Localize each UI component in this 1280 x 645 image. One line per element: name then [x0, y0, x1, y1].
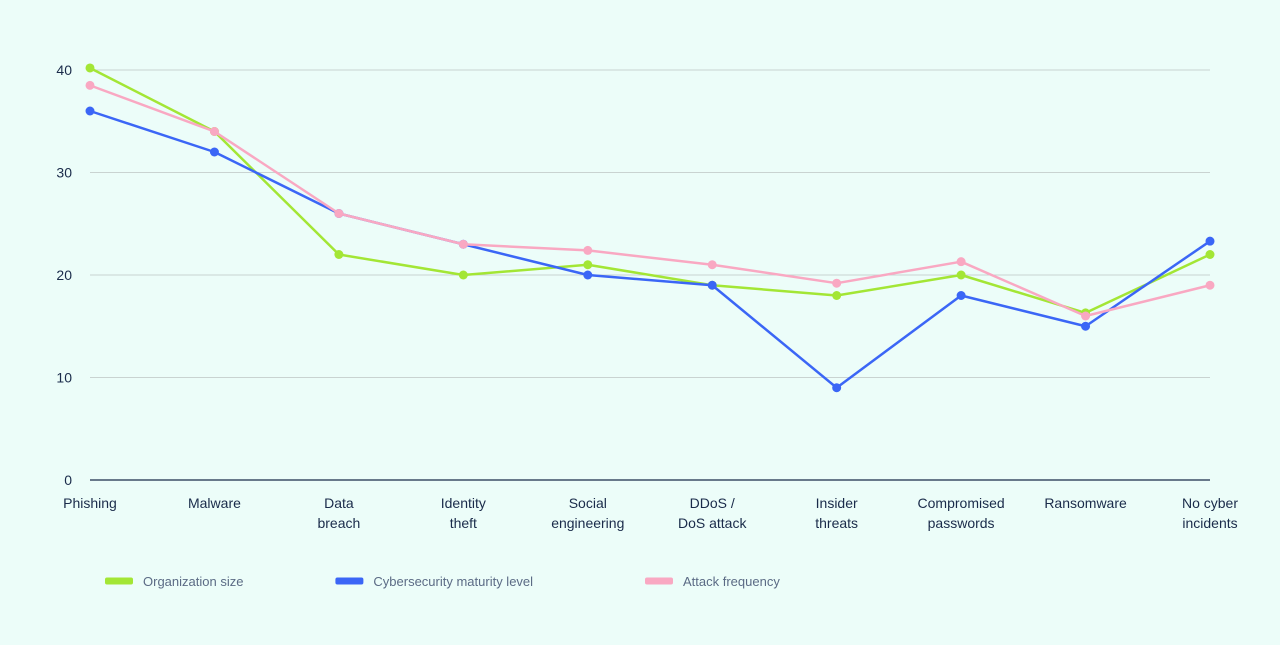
x-axis-category-label: Identity [441, 495, 486, 511]
series-marker [1081, 322, 1090, 331]
series-marker [832, 279, 841, 288]
legend-label: Organization size [143, 574, 243, 589]
series-marker [334, 250, 343, 259]
legend-label: Cybersecurity maturity level [373, 574, 533, 589]
series-marker [957, 257, 966, 266]
series-marker [86, 81, 95, 90]
x-axis-category-label: DDoS / [690, 495, 735, 511]
series-marker [957, 291, 966, 300]
series-marker [86, 63, 95, 72]
x-axis-category-label: breach [317, 515, 360, 531]
series-marker [583, 246, 592, 255]
series-marker [1081, 312, 1090, 321]
series-marker [957, 271, 966, 280]
x-axis-category-label: Compromised [918, 495, 1005, 511]
series-marker [708, 281, 717, 290]
x-axis-category-label: No cyber [1182, 495, 1238, 511]
y-axis-tick-label: 10 [56, 370, 72, 386]
x-axis-category-label: incidents [1182, 515, 1237, 531]
series-marker [334, 209, 343, 218]
series-marker [459, 271, 468, 280]
legend-swatch [335, 578, 363, 585]
series-marker [832, 291, 841, 300]
x-axis-category-label: Malware [188, 495, 241, 511]
x-axis-category-label: passwords [928, 515, 995, 531]
legend-label: Attack frequency [683, 574, 780, 589]
x-axis-category-label: DoS attack [678, 515, 747, 531]
x-axis-category-label: Data [324, 495, 354, 511]
series-marker [832, 383, 841, 392]
x-axis-category-label: Insider [816, 495, 858, 511]
x-axis-category-label: Ransomware [1044, 495, 1127, 511]
series-marker [210, 127, 219, 136]
series-marker [1206, 250, 1215, 259]
legend-swatch [645, 578, 673, 585]
x-axis-category-label: Social [569, 495, 607, 511]
x-axis-category-label: theft [450, 515, 477, 531]
y-axis-tick-label: 40 [56, 62, 72, 78]
series-marker [86, 107, 95, 116]
x-axis-category-label: engineering [551, 515, 624, 531]
x-axis-category-label: Phishing [63, 495, 117, 511]
x-axis-category-label: threats [815, 515, 858, 531]
series-marker [1206, 237, 1215, 246]
line-chart: 0 10 20 30 40 Phishing Malware Data breach Identi… [0, 0, 1280, 645]
legend-swatch [105, 578, 133, 585]
y-axis-tick-label: 30 [56, 165, 72, 181]
y-axis-tick-label: 0 [64, 472, 72, 488]
series-marker [708, 260, 717, 269]
series-marker [583, 260, 592, 269]
series-marker [210, 148, 219, 157]
series-marker [459, 240, 468, 249]
y-axis-tick-label: 20 [56, 267, 72, 283]
series-marker [583, 271, 592, 280]
series-marker [1206, 281, 1215, 290]
